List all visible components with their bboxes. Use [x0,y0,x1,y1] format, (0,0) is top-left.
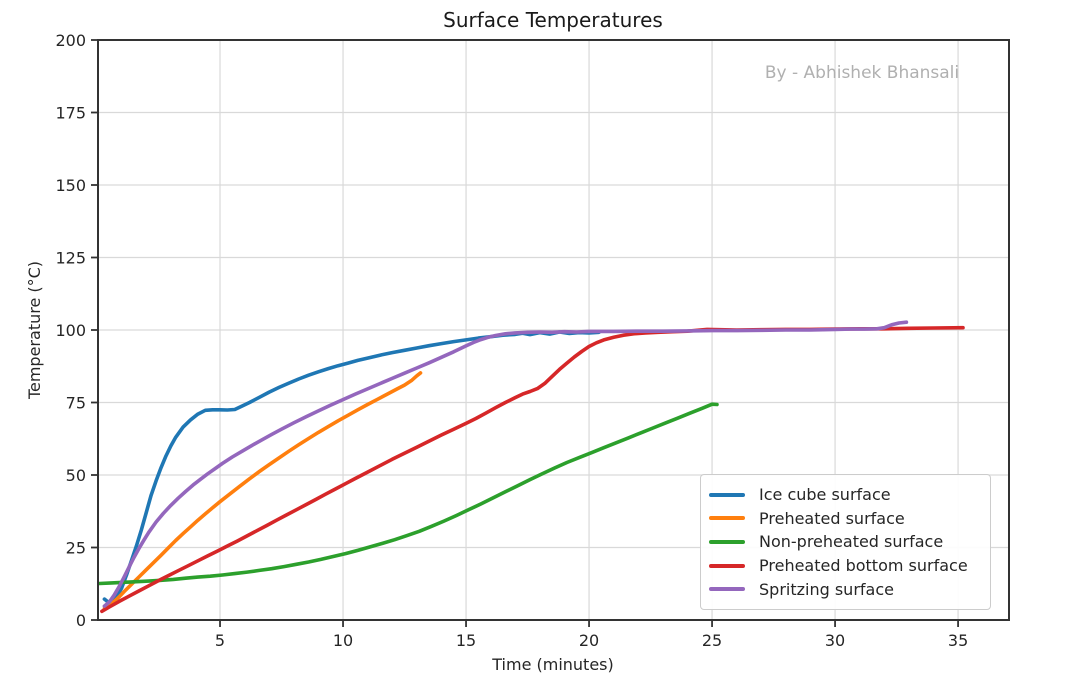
axis-tick-labels: 5 10 15 20 25 30 35 0 25 50 75 100 125 150 175 200 [55,31,968,650]
y-axis-label: Temperature (°C) [25,261,44,400]
legend-swatch-preheated-bottom-surface [709,563,745,568]
y-tick-label: 75 [66,394,86,413]
y-tick-label: 100 [55,321,86,340]
x-axis-label: Time (minutes) [491,655,614,674]
legend-swatch-spritzing-surface [709,587,745,592]
legend-item-spritzing-surface: Spritzing surface [709,577,980,601]
x-tick-label: 30 [825,631,845,650]
legend-label-preheated-surface: Preheated surface [759,508,905,528]
series-line-preheated-surface [102,371,423,611]
y-tick-label: 50 [66,466,86,485]
x-tick-label: 15 [456,631,476,650]
legend-swatch-preheated-surface [709,516,745,521]
x-tick-label: 5 [215,631,225,650]
watermark-text: By - Abhishek Bhansali [765,63,959,83]
y-tick-label: 150 [55,176,86,195]
chart-title: Surface Temperatures [443,8,663,32]
x-tick-label: 35 [948,631,968,650]
legend-swatch-ice-cube-surface [709,492,745,497]
series-line-ice-cube-surface [102,330,601,604]
legend-label-non-preheated-surface: Non-preheated surface [759,532,944,552]
legend-label-preheated-bottom-surface: Preheated bottom surface [759,556,968,576]
legend-item-ice-cube-surface: Ice cube surface [709,483,980,507]
x-tick-label: 25 [702,631,722,650]
chart-legend: Ice cube surface Preheated surface Non-pre… [700,474,991,610]
y-tick-label: 200 [55,31,86,50]
x-tick-label: 10 [333,631,353,650]
x-tick-label: 20 [579,631,599,650]
series-lines [97,320,965,614]
legend-item-non-preheated-surface: Non-preheated surface [709,530,980,554]
legend-item-preheated-surface: Preheated surface [709,507,980,531]
series-line-non-preheated-surface [97,402,719,586]
legend-swatch-non-preheated-surface [709,539,745,544]
y-tick-label: 175 [55,104,86,123]
y-tick-label: 25 [66,539,86,558]
y-tick-label: 125 [55,249,86,268]
y-tick-label: 0 [76,611,86,630]
legend-label-spritzing-surface: Spritzing surface [759,579,894,599]
series-line-spritzing-surface [102,320,909,608]
legend-label-ice-cube-surface: Ice cube surface [759,485,891,505]
legend-item-preheated-bottom-surface: Preheated bottom surface [709,554,980,578]
axis-ticks [91,39,959,627]
